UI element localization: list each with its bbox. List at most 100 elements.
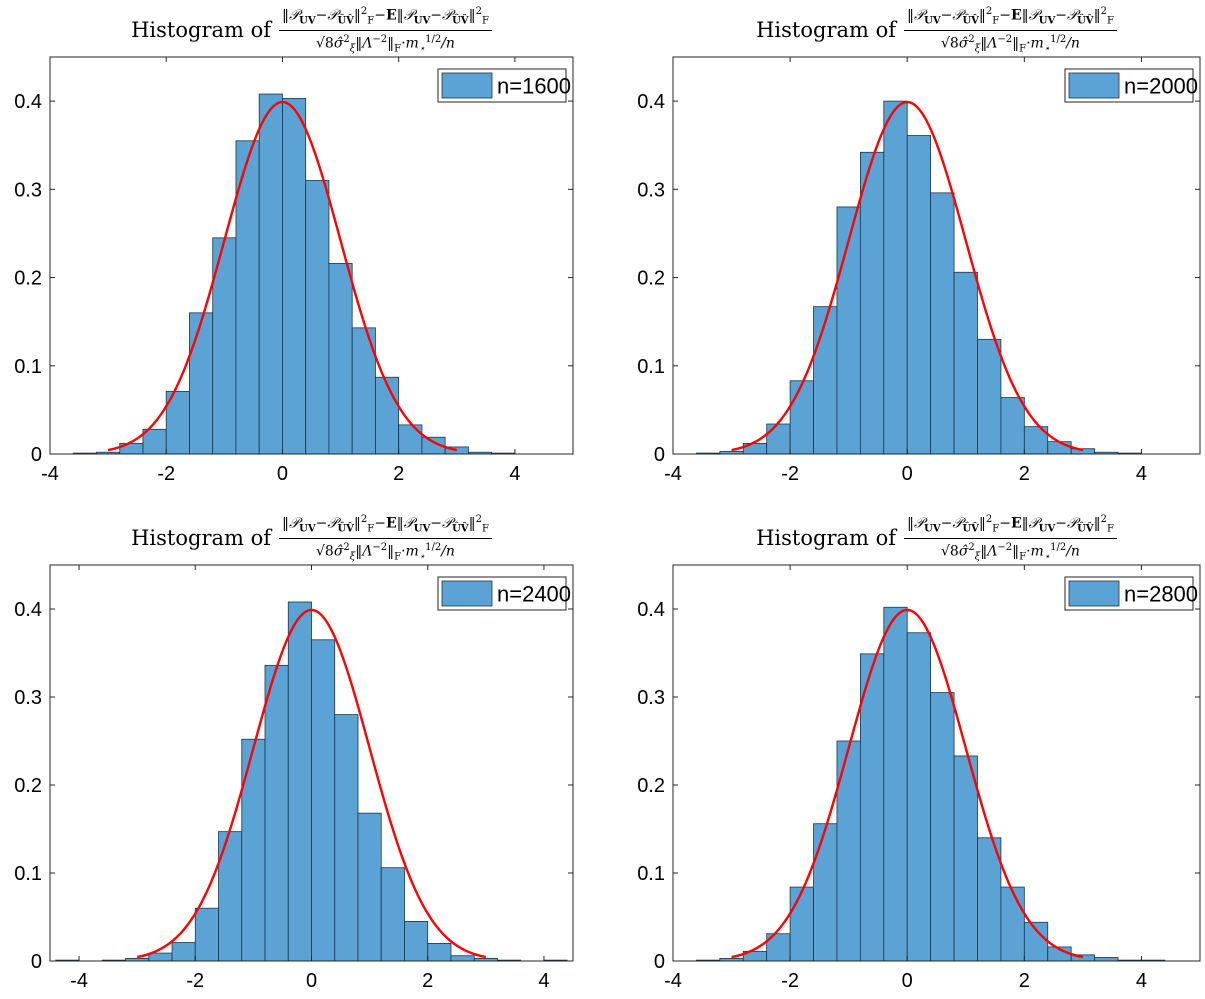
x-tick-label: 0 [277,463,288,485]
histogram-bar [287,601,312,962]
histogram-bar [1094,957,1119,962]
histogram-bar [1000,397,1025,455]
legend-label: n=2400 [497,582,571,607]
y-tick-label: 0 [654,951,665,973]
histogram-bar [953,271,978,455]
x-tick-label: 2 [1019,463,1030,485]
y-tick-label: 0.4 [14,91,42,113]
histogram-bar [859,653,885,962]
chart-title-denominator: √8σ̂2ξ‖Λ−2‖F·m⋆1/2/n [315,34,455,55]
histogram-bar [930,192,955,455]
x-tick-label: -2 [781,463,799,485]
x-tick-label: 2 [422,970,433,992]
chart-title-numerator: ‖𝒫UV−𝒫ÛV̂‖2F−E‖𝒫UV−𝒫ÛV̂‖2F [279,4,492,31]
chart-title: Histogram of ‖𝒫UV−𝒫ÛV̂‖2F−E‖𝒫UV−𝒫ÛV̂‖2F √8… [756,512,1117,565]
normal-density-curve [136,608,487,959]
y-tick-label: 0.2 [14,775,42,797]
chart-title-denominator: √8σ̂2ξ‖Λ−2‖F·m⋆1/2/n [940,542,1080,563]
histogram-bar [789,886,814,962]
histogram-bar [311,639,336,962]
histogram-bar [1000,886,1025,962]
chart-title-denominator: √8σ̂2ξ‖Λ−2‖F·m⋆1/2/n [315,542,455,563]
histogram-panel-1: -4 -2 0 2 4 0 0.1 0.2 0.3 0.4 n=1600 [14,56,574,485]
legend-label: n=2800 [1124,582,1198,607]
legend-swatch [1068,72,1120,99]
histogram-bar [404,921,429,962]
x-tick-label: -4 [664,463,682,485]
chart-title-formula: ‖𝒫UV−𝒫ÛV̂‖2F−E‖𝒫UV−𝒫ÛV̂‖2F √8σ̂2ξ‖Λ−2‖F·m… [904,512,1117,565]
histogram-bar [813,823,838,962]
y-tick-label: 0 [654,444,665,466]
chart-title-prefix: Histogram of [756,526,897,550]
y-tick-label: 0.3 [14,179,42,201]
histogram-bar [142,428,167,455]
y-tick-label: 0.3 [637,687,665,709]
histogram-bar [334,714,359,962]
chart-title-numerator: ‖𝒫UV−𝒫ÛV̂‖2F−E‖𝒫UV−𝒫ÛV̂‖2F [279,512,492,539]
histogram-bar [427,943,452,962]
histogram-bar [789,380,814,455]
histogram-bar [1047,441,1072,455]
x-tick-label: 4 [538,970,549,992]
normal-density-curve [731,100,1084,452]
chart-title-numerator: ‖𝒫UV−𝒫ÛV̂‖2F−E‖𝒫UV−𝒫ÛV̂‖2F [904,4,1117,31]
legend: n=1600 [437,68,571,103]
histogram-bar [930,692,955,962]
legend: n=2400 [437,576,571,611]
histogram-bar [148,952,173,962]
axes-frame [672,56,1201,455]
chart-title: Histogram of ‖𝒫UV−𝒫ÛV̂‖2F−E‖𝒫UV−𝒫ÛV̂‖2F √8… [131,512,492,565]
x-tick-label: -2 [781,970,799,992]
chart-title-formula: ‖𝒫UV−𝒫ÛV̂‖2F−E‖𝒫UV−𝒫ÛV̂‖2F √8σ̂2ξ‖Λ−2‖F·m… [279,4,492,57]
histogram-bar [906,135,932,455]
y-tick-label: 0.1 [637,863,665,885]
x-tick-label: 0 [902,463,913,485]
histogram-bar [264,664,289,962]
legend: n=2000 [1064,68,1198,103]
x-tick-label: 0 [306,970,317,992]
chart-title-formula: ‖𝒫UV−𝒫ÛV̂‖2F−E‖𝒫UV−𝒫ÛV̂‖2F √8σ̂2ξ‖Λ−2‖F·m… [279,512,492,565]
x-tick-label: 4 [509,463,520,485]
legend-label: n=1600 [497,74,571,99]
histogram-bar [194,907,219,962]
y-tick-label: 0.1 [14,356,42,378]
x-tick-label: -4 [70,970,88,992]
histogram-bar [375,376,400,455]
y-tick-label: 0.2 [637,775,665,797]
y-tick-label: 0.3 [14,687,42,709]
histogram-bar [241,738,266,962]
histogram-bar [282,98,307,455]
y-tick-label: 0.1 [14,863,42,885]
histogram-bar [766,423,791,455]
normal-density-curve [731,608,1084,959]
chart-title: Histogram of ‖𝒫UV−𝒫ÛV̂‖2F−E‖𝒫UV−𝒫ÛV̂‖2F √8… [756,4,1117,57]
x-tick-label: 4 [1136,970,1147,992]
normal-density-curve [107,100,458,452]
histogram-bar [398,424,423,455]
chart-title: Histogram of ‖𝒫UV−𝒫ÛV̂‖2F−E‖𝒫UV−𝒫ÛV̂‖2F √8… [131,4,492,57]
histogram-bar [258,93,283,455]
x-tick-label: -2 [157,463,175,485]
y-tick-label: 0.4 [637,599,665,621]
chart-title-numerator: ‖𝒫UV−𝒫ÛV̂‖2F−E‖𝒫UV−𝒫ÛV̂‖2F [904,512,1117,539]
y-tick-label: 0.3 [637,179,665,201]
histogram-panel-2: -4 -2 0 2 4 0 0.1 0.2 0.3 0.4 n=2000 [637,56,1201,485]
histogram-bar [906,632,932,962]
axes-frame [672,564,1201,962]
y-tick-label: 0.2 [14,268,42,290]
legend-label: n=2000 [1124,74,1198,99]
chart-title-prefix: Histogram of [131,526,272,550]
histogram-bar [189,312,214,455]
chart-title-prefix: Histogram of [131,18,272,42]
chart-title-formula: ‖𝒫UV−𝒫ÛV̂‖2F−E‖𝒫UV−𝒫ÛV̂‖2F √8σ̂2ξ‖Λ−2‖F·m… [904,4,1117,57]
histogram-bar [171,942,196,962]
y-tick-label: 0 [31,444,42,466]
y-tick-label: 0.4 [14,599,42,621]
histogram-bar [859,151,885,455]
histogram-bar [305,180,330,455]
histogram-bar [450,955,475,962]
x-tick-label: 4 [1136,463,1147,485]
x-tick-label: 2 [1019,970,1030,992]
legend-swatch [441,72,493,99]
